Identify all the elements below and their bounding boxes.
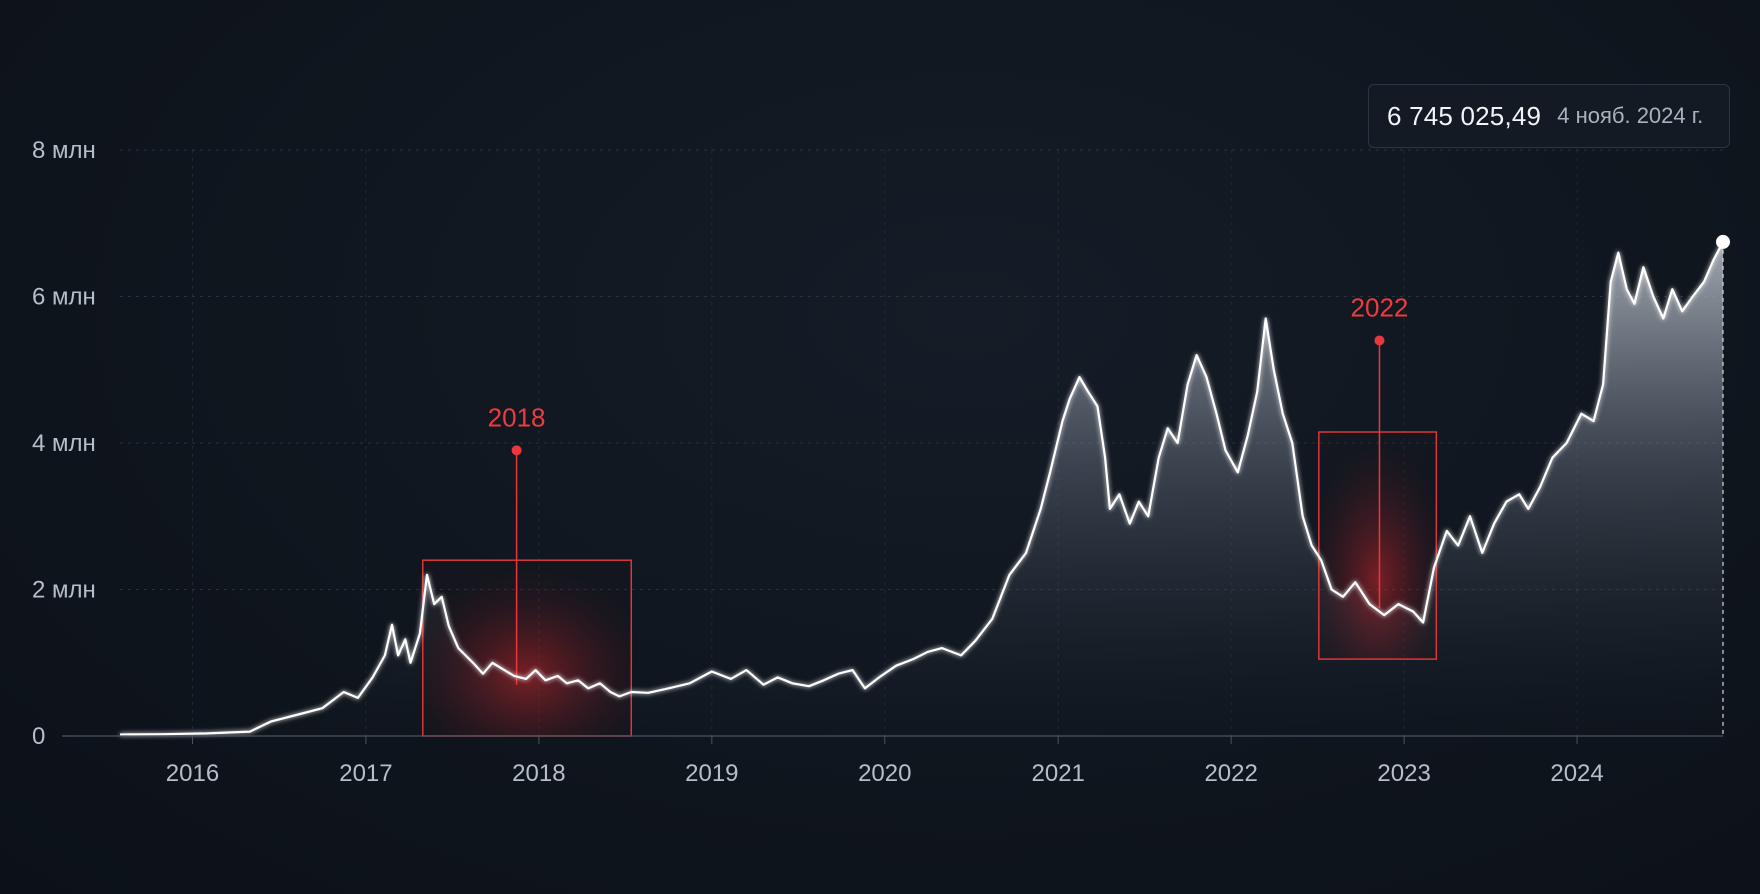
annotation-label-2022: 2022 (1351, 292, 1409, 322)
x-tick-label: 2022 (1204, 760, 1257, 787)
x-tick-label: 2023 (1377, 760, 1430, 787)
highlight-region-2018 (422, 559, 633, 737)
y-tick-label: 8 млн (32, 137, 96, 164)
series-line-path (119, 241, 1724, 736)
x-tick-label: 2019 (685, 760, 738, 787)
area-fill (120, 241, 1723, 736)
x-tick-label: 2021 (1032, 760, 1085, 787)
y-tick-label: 6 млн (32, 284, 96, 311)
x-tick-label: 2020 (858, 760, 911, 787)
y-tick-label: 4 млн (32, 430, 96, 457)
x-tick-label: 2017 (339, 760, 392, 787)
highlight-region-2022 (1318, 431, 1438, 660)
value-tooltip: 6 745 025,49 4 нояб. 2024 г. (1368, 84, 1730, 148)
tooltip-value: 6 745 025,49 (1387, 100, 1542, 131)
series-area (120, 241, 1723, 736)
annotation-label-2018: 2018 (488, 402, 546, 432)
y-tick-label: 2 млн (32, 577, 96, 604)
annotations: 2018 2022 (422, 292, 1438, 737)
x-tick-label: 2018 (512, 760, 565, 787)
endpoint-marker (1716, 234, 1730, 249)
series-line (119, 241, 1724, 736)
annotation-marker-2018 (511, 445, 522, 456)
x-tick-label: 2024 (1550, 760, 1603, 787)
tooltip-date: 4 нояб. 2024 г. (1557, 103, 1704, 128)
x-tick-label: 2016 (166, 760, 219, 787)
y-tick-label: 0 (32, 723, 45, 750)
annotation-marker-2022 (1374, 335, 1385, 346)
axes: 0 2 млн 4 млн 6 млн 8 млн 2016 2017 2018 2019 202… (32, 137, 1723, 787)
endpoint (1716, 234, 1730, 736)
